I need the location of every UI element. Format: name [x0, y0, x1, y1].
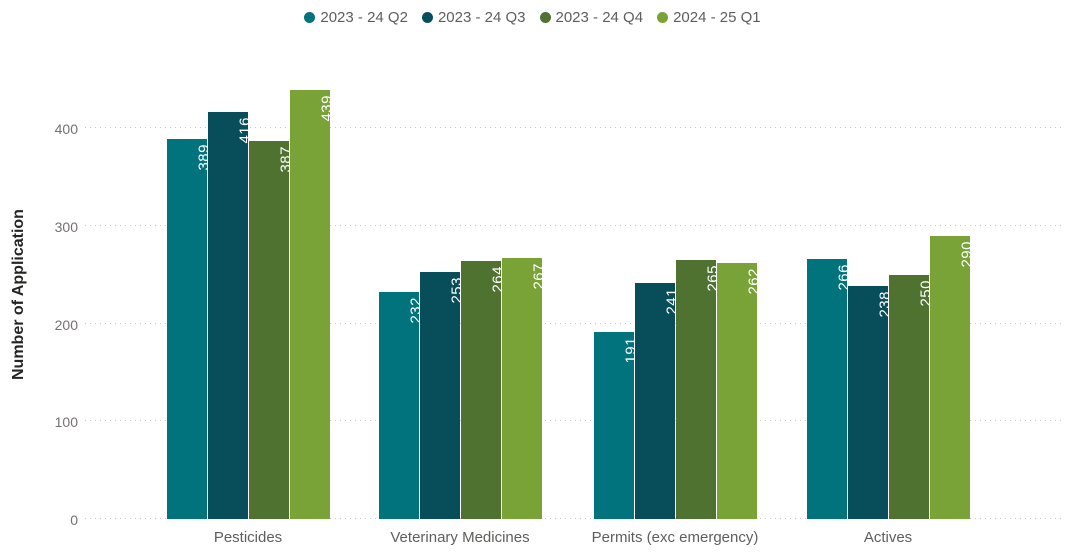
legend-item[interactable]: 2024 - 25 Q1	[657, 9, 761, 26]
legend-item[interactable]: 2023 - 24 Q3	[421, 9, 526, 26]
legend-dot-icon	[657, 12, 669, 23]
y-tick-label: 300	[54, 218, 78, 235]
legend-dot-icon	[304, 12, 316, 23]
legend-item-label: 2023 - 24 Q3	[437, 9, 526, 26]
legend-item-label: 2023 - 24 Q2	[320, 9, 408, 26]
x-category-label: Veterinary Medicines	[390, 529, 530, 546]
bar[interactable]: 262	[716, 262, 762, 519]
bar[interactable]: 191	[593, 332, 639, 519]
gridline	[85, 518, 1062, 519]
bar[interactable]: 238	[847, 286, 893, 519]
gridline	[85, 127, 1062, 128]
bar[interactable]: 264	[460, 260, 506, 519]
bar-group: 389 416 387 439 Pesticides	[166, 70, 335, 546]
x-category-label: Actives	[863, 529, 913, 546]
legend-item[interactable]: 2023 - 24 Q2	[304, 9, 408, 26]
chart-legend: 2023 - 24 Q2 2023 - 24 Q3 2023 - 24 Q4 2024…	[0, 9, 1065, 26]
y-tick-label: 0	[70, 512, 78, 528]
bar[interactable]: 250	[888, 274, 934, 519]
plot-area: 389 416 387 439 Pesticides 232 253 264 267 Veteri…	[85, 70, 1062, 546]
legend-item[interactable]: 2023 - 24 Q4	[539, 9, 644, 26]
x-category-label: Pesticides	[213, 529, 283, 546]
legend-item-label: 2023 - 24 Q4	[555, 9, 644, 26]
y-tick-label: 100	[54, 414, 78, 431]
bar-group: 232 253 264 267 Veterinary Medicines	[378, 70, 547, 546]
bar-value-label: 262	[745, 267, 762, 295]
bar[interactable]: 387	[248, 140, 294, 519]
bar[interactable]: 265	[675, 259, 721, 519]
x-category-label: Permits (exc emergency)	[591, 529, 759, 546]
bar-group: 266 238 250 290 Actives	[806, 70, 975, 546]
bar-value-label: 290	[958, 240, 975, 268]
bar[interactable]: 253	[419, 271, 465, 519]
bar[interactable]: 232	[378, 292, 424, 519]
legend-dot-icon	[421, 12, 433, 23]
bar-value-label: 439	[318, 94, 335, 122]
gridline	[85, 224, 1062, 226]
bar[interactable]: 416	[207, 112, 253, 519]
legend-dot-icon	[539, 12, 551, 23]
bar[interactable]: 389	[166, 138, 212, 519]
bar[interactable]: 267	[501, 258, 547, 519]
y-tick-label: 200	[54, 316, 78, 333]
bar[interactable]: 290	[929, 235, 975, 519]
gridline	[85, 322, 1062, 324]
y-tick-label: 400	[54, 121, 78, 137]
bar[interactable]: 241	[634, 283, 680, 519]
y-axis-tick-labels: 0 100 200 300 400	[0, 70, 78, 528]
bar[interactable]: 439	[289, 89, 335, 519]
bar[interactable]: 266	[806, 259, 852, 519]
bar-group: 191 241 265 262 Permits (exc emergency)	[592, 70, 762, 546]
gridline	[85, 420, 1062, 422]
legend-item-label: 2024 - 25 Q1	[673, 9, 761, 26]
bar-value-label: 267	[530, 263, 547, 290]
